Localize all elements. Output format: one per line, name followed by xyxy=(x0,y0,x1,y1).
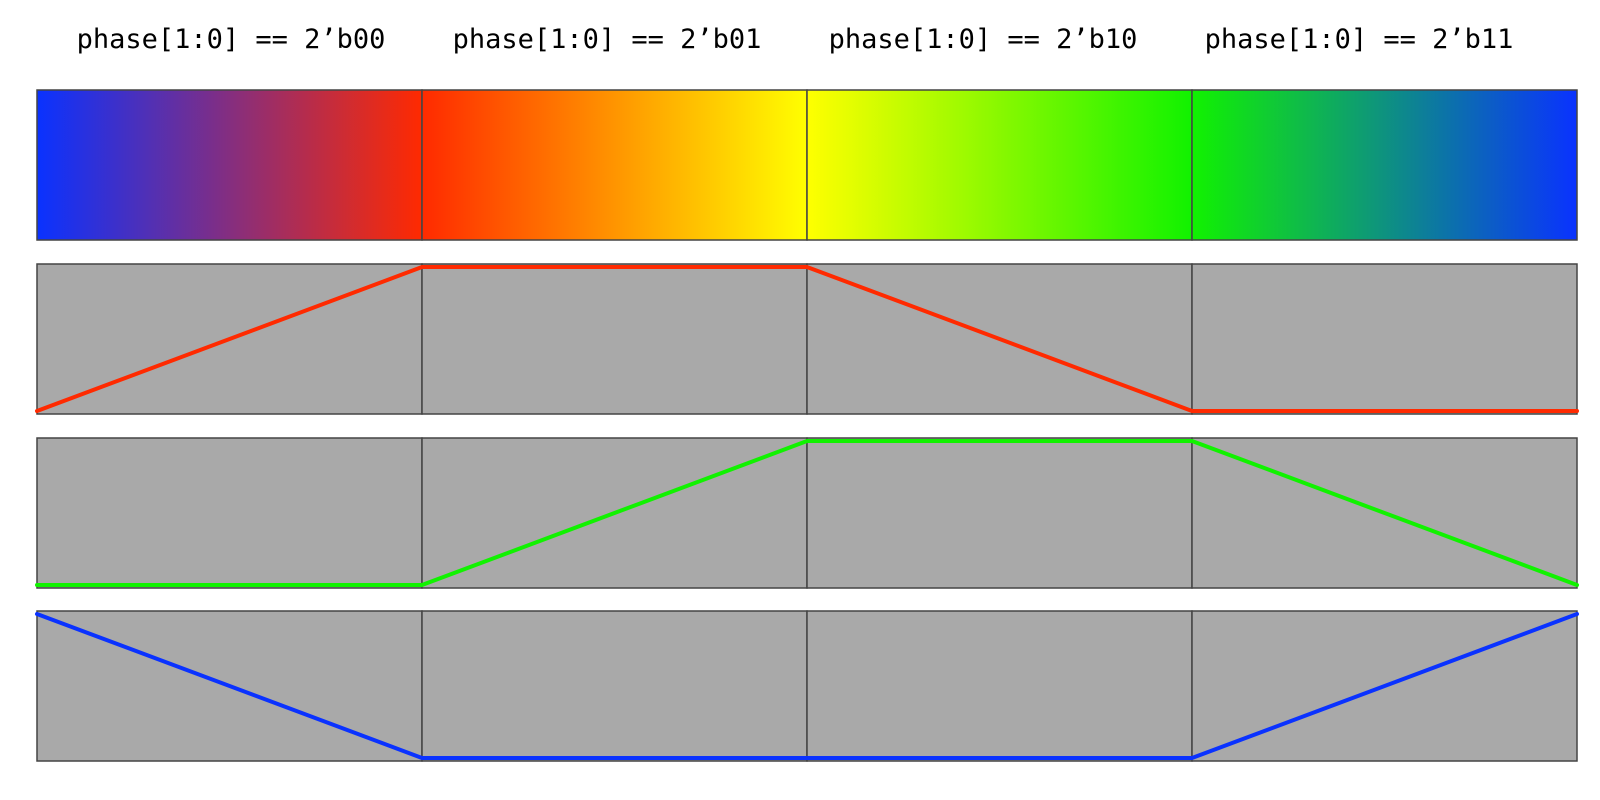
blue-panel-cell-1 xyxy=(421,610,808,762)
red-panel-cell-3 xyxy=(1191,263,1578,415)
green-level-line xyxy=(35,439,1579,587)
red-level-line xyxy=(35,265,1579,413)
phase-label-00: phase[1:0] == 2’b00 xyxy=(76,24,386,55)
spectrum-segment-1 xyxy=(421,89,808,241)
phase-label-01: phase[1:0] == 2’b01 xyxy=(452,24,762,55)
blue-level-line xyxy=(35,612,1579,760)
channel-panel-blue xyxy=(35,610,1579,762)
spectrum-segment-3 xyxy=(1191,89,1578,241)
phase-label-11: phase[1:0] == 2’b11 xyxy=(1204,24,1514,55)
phase-label-10: phase[1:0] == 2’b10 xyxy=(828,24,1138,55)
channel-panels xyxy=(35,263,1579,762)
channel-panel-green xyxy=(35,437,1579,589)
red-panel-cell-1 xyxy=(421,263,808,415)
channel-panel-red xyxy=(35,263,1579,415)
spectrum-segment-2 xyxy=(806,89,1193,241)
spectrum-bar xyxy=(36,89,1578,241)
green-panel-cell-0 xyxy=(36,437,423,589)
blue-panel-cell-2 xyxy=(806,610,1193,762)
spectrum-segment-0 xyxy=(36,89,423,241)
green-panel-cell-2 xyxy=(806,437,1193,589)
